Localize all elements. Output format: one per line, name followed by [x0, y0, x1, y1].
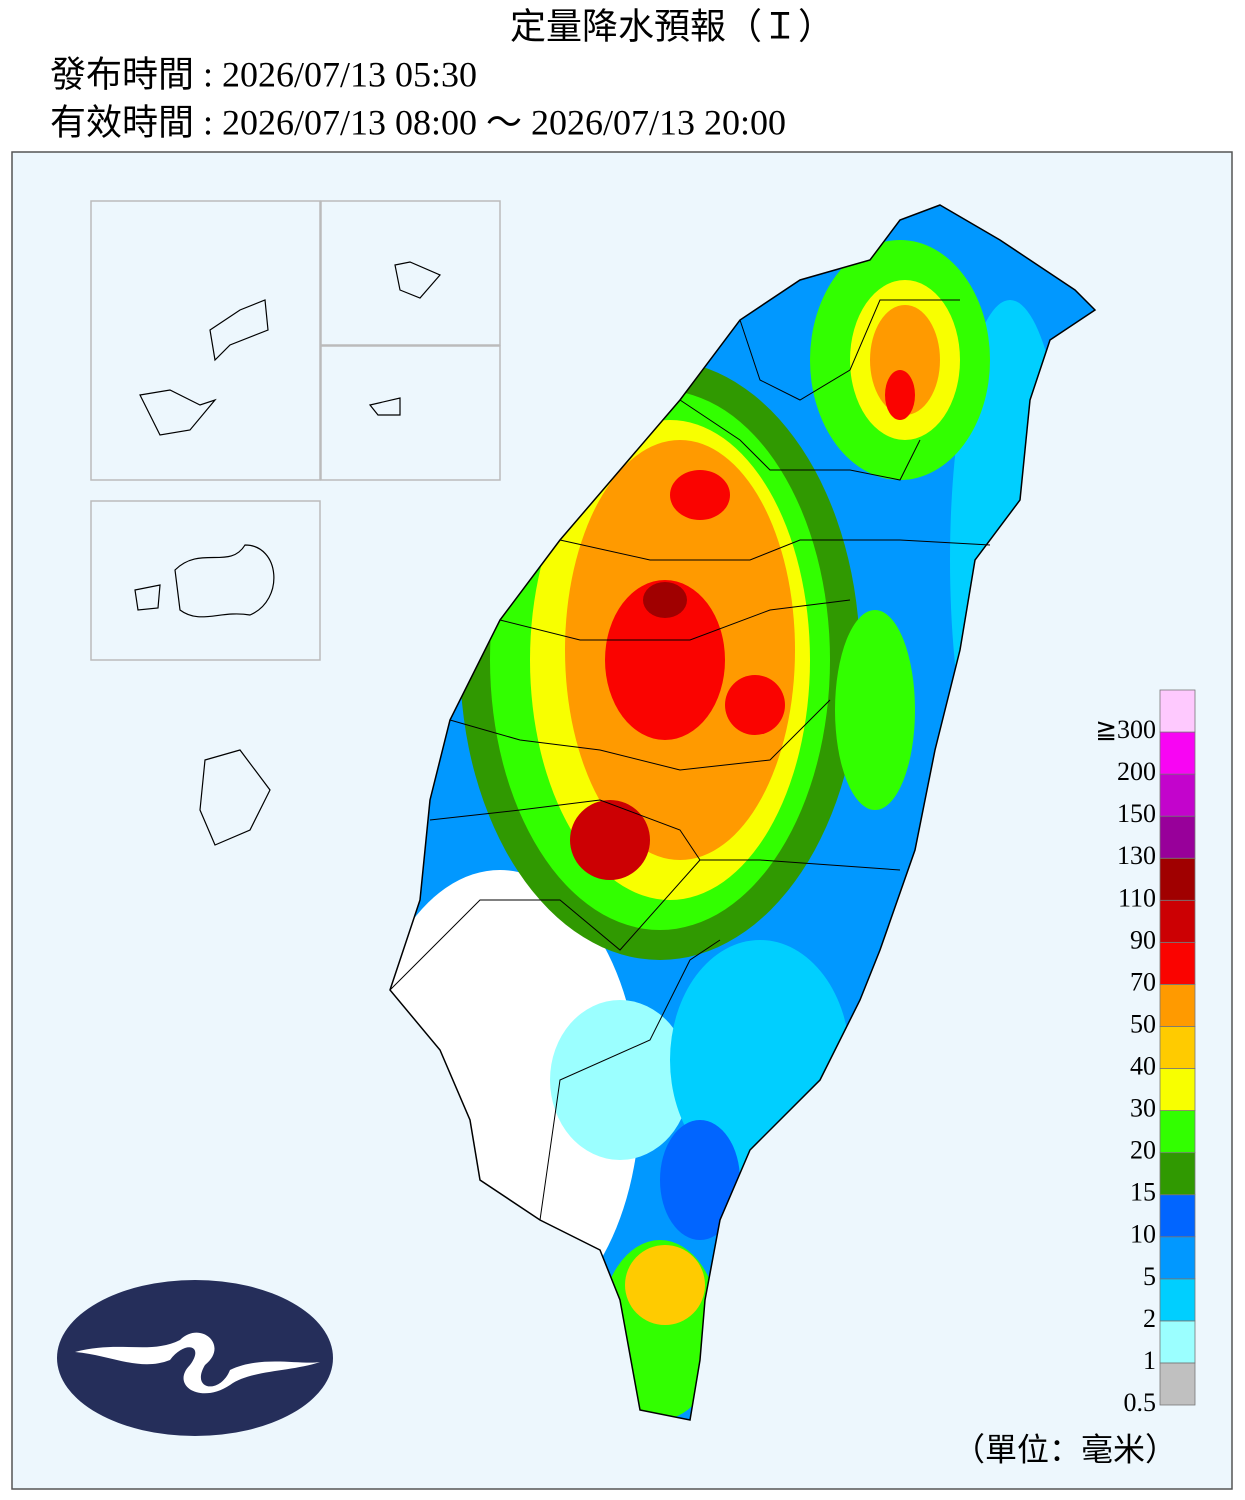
valid-time: 有效時間 : 2026/07/13 08:00 ～ 2026/07/13 20:…: [50, 102, 786, 142]
legend-label: 90: [1130, 925, 1156, 954]
legend-swatch: [1159, 899, 1196, 943]
legend-swatch: [1159, 941, 1196, 985]
legend-label: 5: [1143, 1262, 1156, 1291]
legend-label: ≧300: [1095, 715, 1156, 744]
inset-boxes: [90, 200, 501, 661]
legend-label: 110: [1118, 883, 1156, 912]
legend-label: 30: [1130, 1094, 1156, 1123]
logo: [57, 1280, 333, 1436]
legend-swatch: [1159, 773, 1196, 817]
title: 定量降水預報（Ｉ）: [510, 6, 834, 46]
county-borders: [389, 299, 991, 1221]
legend-label: 200: [1117, 757, 1156, 786]
legend-label: 2: [1143, 1304, 1156, 1333]
legend-label: 10: [1130, 1220, 1156, 1249]
legend: 0.5 1 2 5 10 15 20 30 40 50 70 90 110 130 150 200 ≧300: [1095, 689, 1196, 1417]
legend-swatch: [1159, 984, 1196, 1027]
legend-label: 130: [1117, 841, 1156, 870]
legend-swatch: [1159, 1278, 1196, 1322]
legend-swatch: [1159, 1362, 1196, 1406]
legend-swatch: [1159, 857, 1196, 901]
legend-swatch: [1159, 815, 1196, 859]
legend-swatch: [1159, 1194, 1196, 1238]
legend-swatch: [1159, 1152, 1196, 1196]
legend-label: 50: [1130, 1009, 1156, 1038]
legend-label: 0.5: [1124, 1388, 1157, 1417]
legend-swatch: [1159, 1068, 1196, 1111]
legend-swatch: [1159, 1026, 1196, 1069]
unit-label: （單位：毫米）: [953, 1431, 1177, 1467]
legend-swatch: [1159, 731, 1196, 775]
coastline: [389, 204, 1097, 1421]
legend-label: 20: [1130, 1136, 1156, 1165]
legend-swatch: [1159, 1110, 1196, 1154]
legend-label: 1: [1143, 1346, 1156, 1375]
legend-swatch: [1159, 1320, 1196, 1364]
islands: [134, 261, 441, 846]
legend-swatch: [1159, 689, 1196, 733]
legend-label: 70: [1130, 967, 1156, 996]
issue-time: 發布時間 : 2026/07/13 05:30: [50, 54, 477, 94]
legend-label: 15: [1130, 1178, 1156, 1207]
legend-label: 150: [1117, 799, 1156, 828]
legend-swatch: [1159, 1236, 1196, 1280]
legend-label: 40: [1130, 1051, 1156, 1080]
